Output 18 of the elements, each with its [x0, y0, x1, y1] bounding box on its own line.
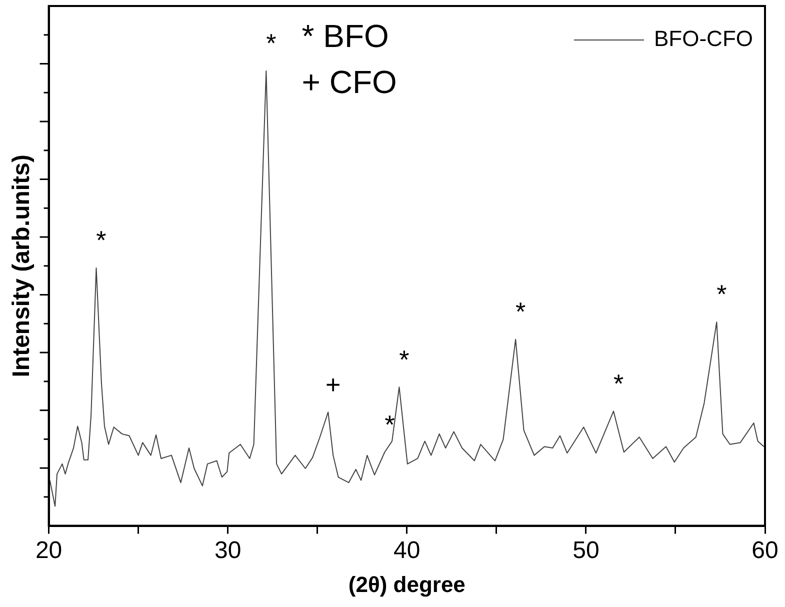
annotation: + — [326, 369, 341, 400]
text: * BFO — [302, 18, 389, 54]
legend-label: BFO-CFO — [654, 26, 754, 52]
x-tick-label: 50 — [572, 536, 600, 564]
x-tick-label: 20 — [35, 536, 62, 564]
y-axis-title: Intensity (arb.units) — [8, 154, 36, 378]
annotation: * — [384, 409, 395, 440]
annotation: * — [266, 28, 276, 58]
x-tick-label: 40 — [394, 536, 420, 564]
annotation: * — [516, 296, 526, 327]
annotation: + CFO — [302, 64, 397, 100]
annotation: * — [613, 368, 624, 398]
x-tick-label: 60 — [752, 536, 778, 564]
annotation: * — [399, 344, 410, 374]
x-axis-title: (2θ) degree — [348, 572, 466, 597]
x-tick-label: 30 — [214, 536, 242, 564]
annotation: * — [96, 225, 106, 256]
annotation: * — [716, 279, 727, 310]
